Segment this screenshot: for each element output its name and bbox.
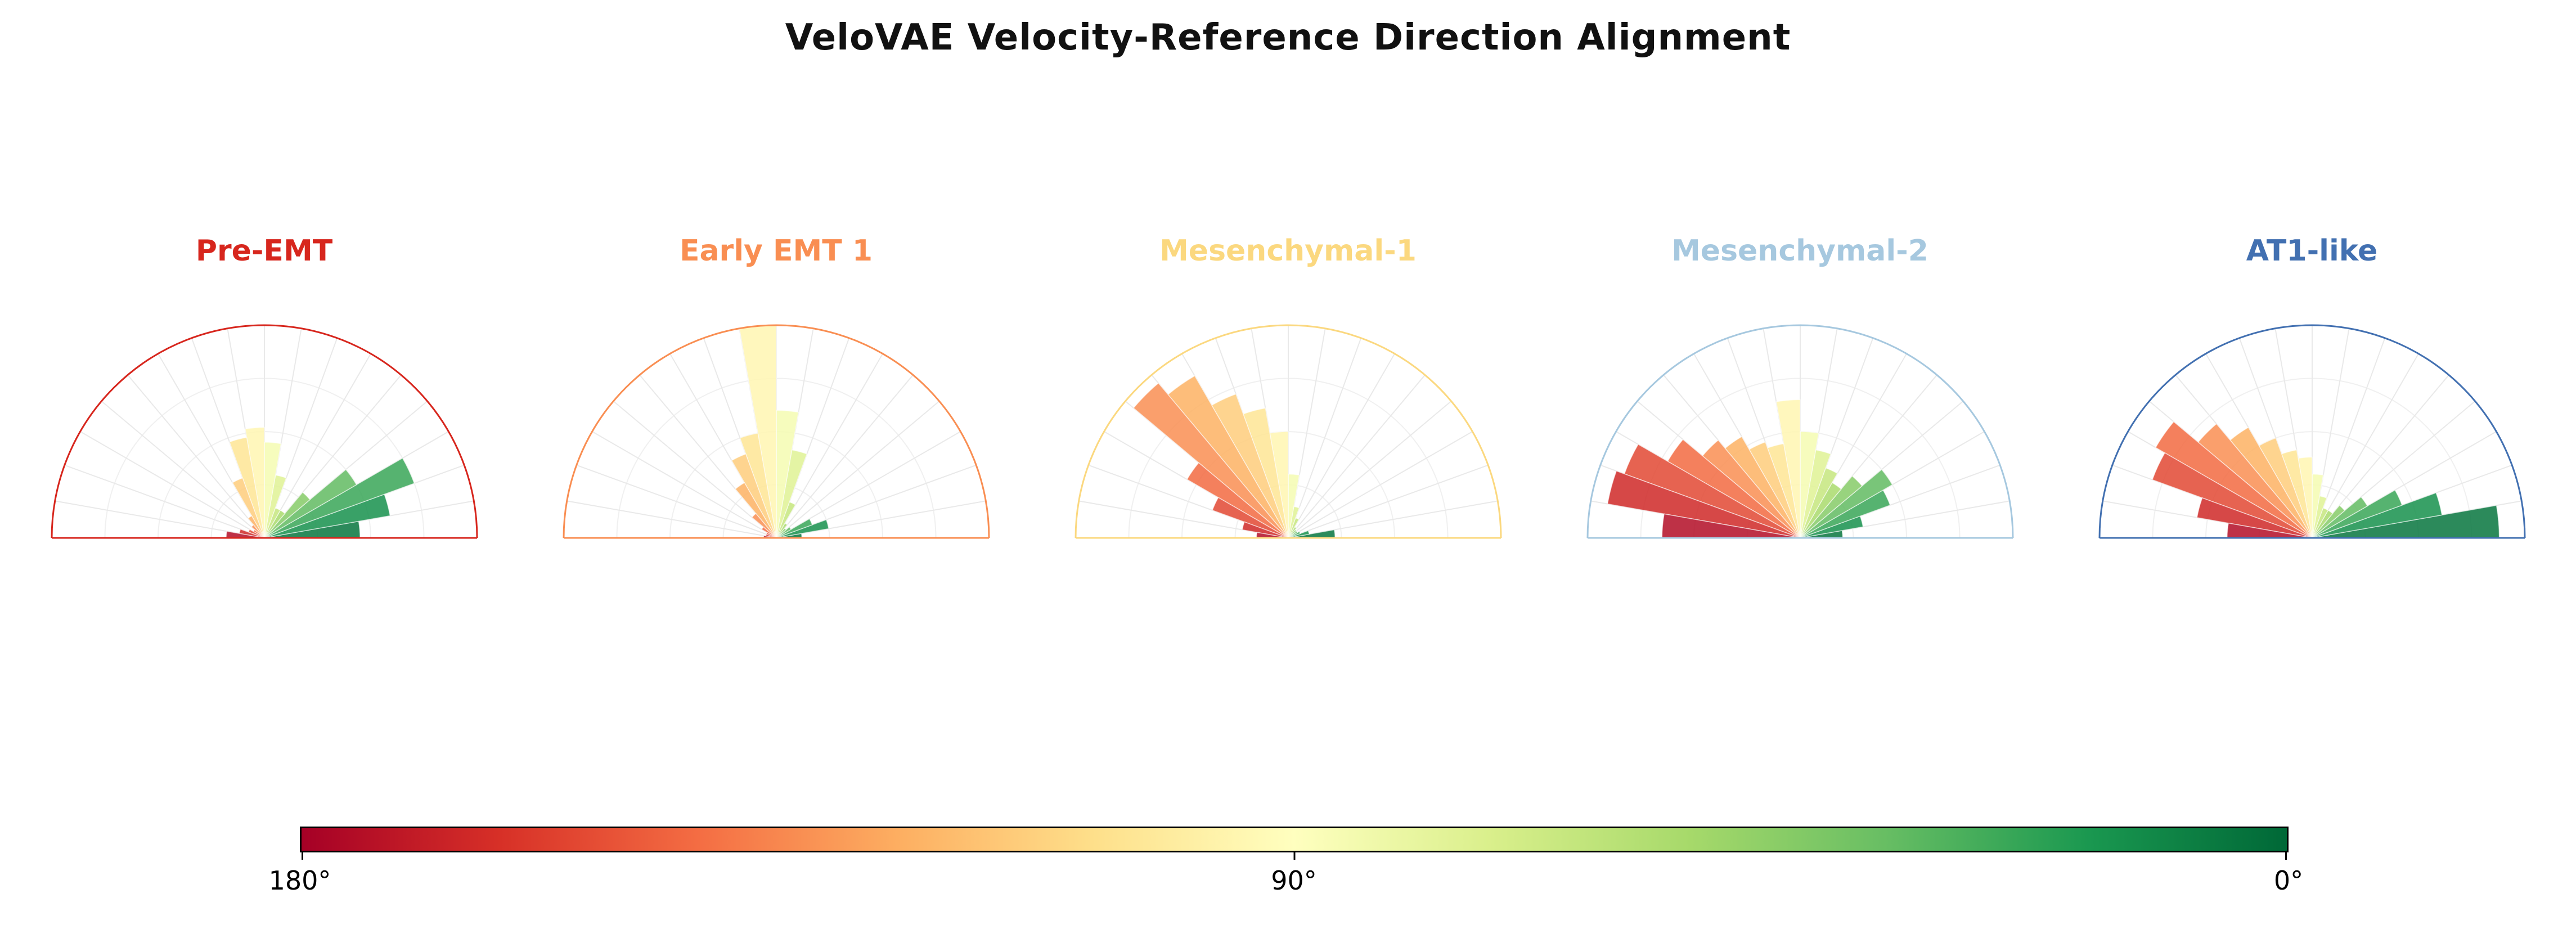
rose-chart bbox=[51, 324, 478, 539]
figure-title: VeloVAE Velocity-Reference Direction Ali… bbox=[785, 17, 1791, 59]
panel-title: Early EMT 1 bbox=[679, 234, 873, 268]
colorbar-tick-90 bbox=[1293, 851, 1295, 860]
colorbar-tick-180 bbox=[302, 851, 303, 860]
rose-chart bbox=[1075, 324, 1501, 539]
colorbar-gradient bbox=[300, 827, 2289, 860]
rose-panel-pre-emt: Pre-EMT bbox=[39, 232, 489, 544]
rose-panel-mesenchymal-2: Mesenchymal-2 bbox=[1575, 232, 2025, 544]
rose-panel-at1-like: AT1-like bbox=[2087, 232, 2537, 544]
colorbar-label-180: 180° bbox=[268, 865, 331, 896]
panel-title: Mesenchymal-1 bbox=[1159, 234, 1417, 268]
rose-panels-row: Pre-EMT Early EMT 1 Mesenchymal-1 Mesenc… bbox=[0, 232, 2576, 544]
colorbar-tick-0 bbox=[2285, 851, 2287, 860]
panel-title: Mesenchymal-2 bbox=[1671, 234, 1928, 268]
panel-title: AT1-like bbox=[2246, 234, 2378, 268]
rose-chart bbox=[1586, 324, 2013, 539]
rose-chart bbox=[563, 324, 990, 539]
rose-panel-early-emt-1: Early EMT 1 bbox=[551, 232, 1001, 544]
colorbar-label-90: 90° bbox=[1271, 865, 1317, 896]
panel-title: Pre-EMT bbox=[195, 234, 333, 268]
rose-panel-mesenchymal-1: Mesenchymal-1 bbox=[1063, 232, 1513, 544]
colorbar-label-0: 0° bbox=[2273, 865, 2304, 896]
rose-chart bbox=[2098, 324, 2525, 539]
